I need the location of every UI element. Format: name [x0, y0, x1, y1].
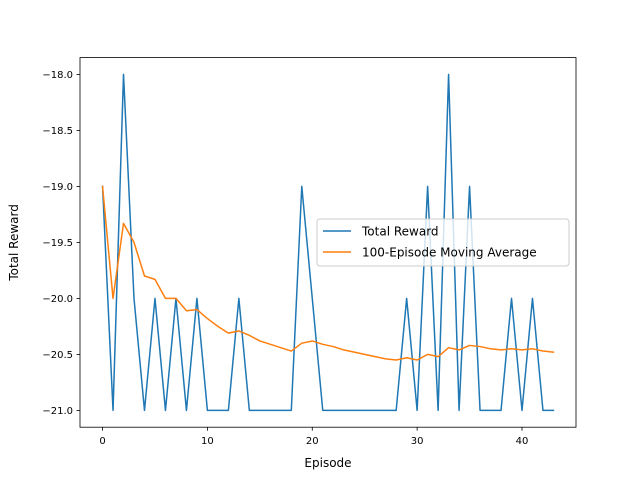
x-tick-label: 30 [411, 436, 424, 447]
y-tick-label: −21.0 [42, 406, 73, 417]
y-axis-label: Total Reward [7, 204, 21, 282]
y-tick-label: −19.0 [42, 182, 73, 193]
x-tick-label: 40 [516, 436, 529, 447]
series-layer [101, 73, 555, 412]
x-axis-label: Episode [304, 456, 351, 470]
y-tick-label: −18.5 [42, 126, 73, 137]
legend-label-moving-average: 100-Episode Moving Average [362, 246, 537, 260]
legend-box [316, 218, 570, 267]
x-axis-ticks: 0 10 20 30 40 [99, 427, 528, 447]
series-line-100-episode-moving-average [101, 185, 555, 361]
y-axis-ticks: −18.0 −18.5 −19.0 −19.5 −20.0 −20.5 −21.0 [42, 70, 80, 417]
y-tick-label: −20.5 [42, 350, 73, 361]
x-tick-label: 20 [306, 436, 319, 447]
x-tick-label: 10 [201, 436, 214, 447]
x-tick-label: 0 [99, 436, 105, 447]
series-line-total-reward [101, 73, 555, 412]
y-tick-label: −19.5 [42, 238, 73, 249]
legend: Total Reward 100-Episode Moving Average [316, 218, 570, 267]
legend-label-total-reward: Total Reward [361, 225, 439, 239]
y-tick-label: −20.0 [42, 294, 73, 305]
y-tick-label: −18.0 [42, 70, 73, 81]
